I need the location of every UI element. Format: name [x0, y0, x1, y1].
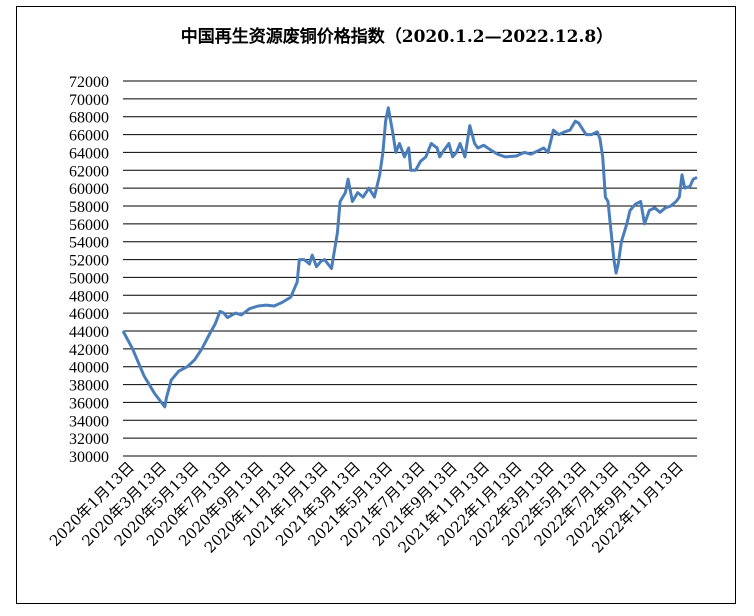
- y-tick-label: 36000: [69, 395, 109, 412]
- y-tick-label: 44000: [69, 324, 109, 341]
- y-tick-label: 68000: [69, 110, 109, 127]
- y-tick-label: 54000: [69, 235, 109, 252]
- y-tick-label: 52000: [69, 253, 109, 270]
- x-axis: 2020年1月13日2020年3月13日2020年5月13日2020年7月13日…: [46, 455, 697, 557]
- y-tick-label: 64000: [69, 145, 109, 162]
- y-tick-label: 58000: [69, 199, 109, 216]
- y-tick-label: 60000: [69, 181, 109, 198]
- series-line: [121, 106, 698, 409]
- y-tick-label: 72000: [69, 74, 109, 91]
- y-tick-label: 46000: [69, 306, 109, 323]
- series-group: [121, 106, 698, 409]
- y-tick-label: 42000: [69, 342, 109, 359]
- y-tick-label: 48000: [69, 288, 109, 305]
- y-tick-label: 30000: [69, 449, 109, 466]
- y-tick-label: 70000: [69, 92, 109, 109]
- y-axis: 3000032000340003600038000400004200044000…: [69, 74, 109, 466]
- y-tick-label: 56000: [69, 217, 109, 234]
- y-tick-label: 32000: [69, 431, 109, 448]
- gridlines: [123, 80, 697, 439]
- y-tick-label: 62000: [69, 163, 109, 180]
- chart-area: [16, 6, 736, 604]
- y-tick-label: 40000: [69, 360, 109, 377]
- y-tick-label: 66000: [69, 128, 109, 145]
- y-tick-label: 38000: [69, 378, 109, 395]
- y-tick-label: 34000: [69, 413, 109, 430]
- y-tick-label: 50000: [69, 270, 109, 287]
- chart-title: 中国再生资源废铜价格指数（2020.1.2—2022.12.8）: [180, 27, 614, 47]
